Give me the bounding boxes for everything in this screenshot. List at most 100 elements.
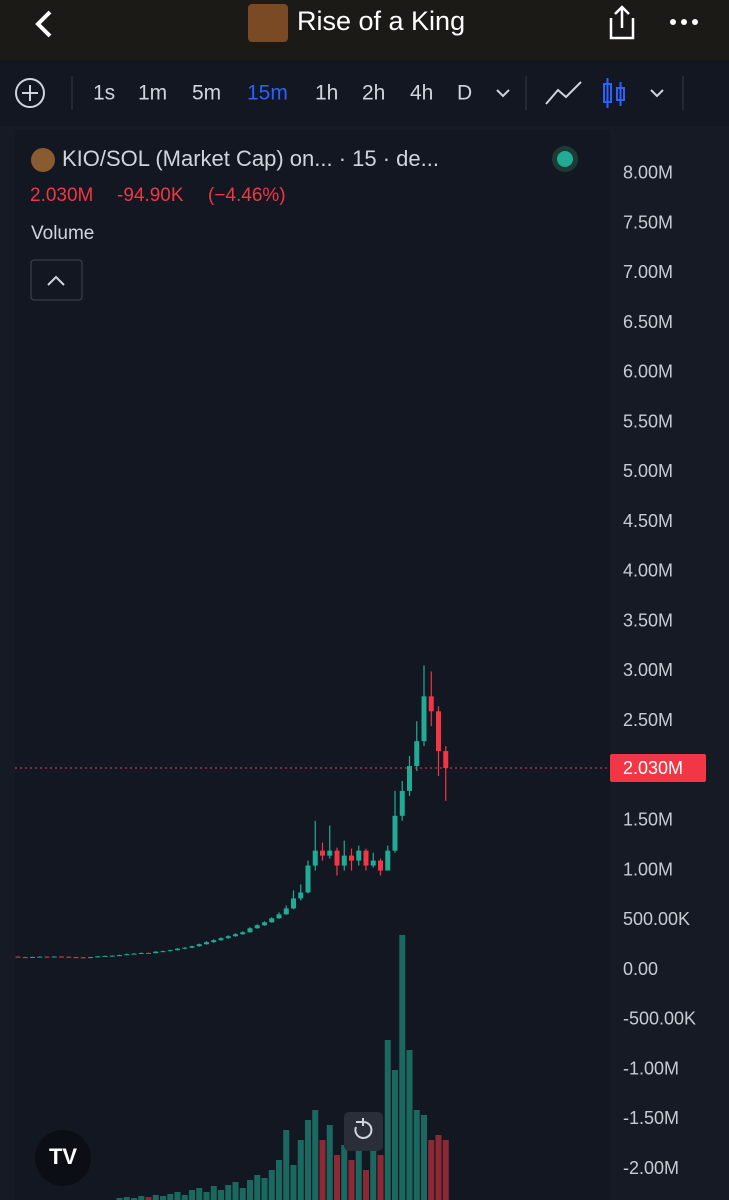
candle-body — [30, 956, 35, 958]
volume-bar — [312, 1110, 319, 1200]
candle-body — [443, 751, 449, 769]
volume-bar — [348, 1160, 355, 1200]
top-bar — [0, 0, 729, 60]
candle-body — [436, 711, 441, 752]
candle-body — [225, 936, 231, 939]
candle-body — [160, 951, 166, 953]
candle-body — [276, 914, 282, 919]
volume-bar — [152, 1195, 159, 1200]
volume-bar — [145, 1197, 152, 1200]
interval-button[interactable]: 1m — [138, 82, 167, 105]
volume-bar — [305, 1120, 311, 1200]
volume-bar — [384, 1040, 391, 1200]
volume-bar — [355, 1150, 362, 1200]
style-dropdown[interactable] — [650, 89, 664, 98]
share-button[interactable] — [609, 5, 635, 40]
candle-body — [269, 918, 275, 923]
more-button[interactable] — [670, 19, 698, 25]
candle-body — [349, 855, 354, 861]
y-tick-label: 6.00M — [623, 362, 673, 382]
candle-body — [204, 942, 209, 945]
interval-button[interactable]: 1h — [315, 82, 338, 105]
volume-bar — [131, 1198, 137, 1200]
candle-body — [211, 940, 217, 943]
y-tick-label: 8.00M — [623, 163, 673, 183]
last-value: 2.030M — [30, 185, 93, 206]
volume-bar — [218, 1190, 224, 1200]
status-dot — [557, 151, 573, 167]
candle-body — [59, 956, 64, 958]
y-tick-label: 6.50M — [623, 312, 673, 332]
volume-bar — [189, 1190, 195, 1200]
y-tick-label: -2.00M — [623, 1158, 679, 1178]
candle-body — [66, 956, 72, 958]
volume-bar — [435, 1135, 442, 1200]
interval-button[interactable]: 5m — [192, 82, 221, 105]
volume-bar — [196, 1188, 203, 1200]
interval-button[interactable]: 1s — [93, 82, 115, 105]
candle-body — [182, 947, 188, 949]
candle-body — [233, 934, 238, 937]
candle-style-button[interactable] — [603, 78, 625, 108]
candle-body — [88, 957, 93, 959]
y-tick-label: 2.50M — [623, 710, 673, 730]
svg-text:TV: TV — [49, 1144, 77, 1169]
volume-bar — [334, 1155, 340, 1200]
candle-body — [15, 956, 21, 958]
volume-bar — [421, 1115, 427, 1200]
y-tick-label: 4.00M — [623, 561, 673, 581]
volume-bar — [319, 1140, 326, 1200]
volume-bar — [377, 1155, 384, 1200]
symbol-icon — [31, 148, 55, 172]
volume-bar — [239, 1188, 246, 1200]
candle-body — [356, 850, 362, 861]
candle-body — [392, 815, 398, 851]
candle-body — [291, 898, 296, 909]
y-tick-label: 5.50M — [623, 411, 673, 431]
y-tick-label: -500.00K — [623, 1009, 696, 1029]
candle-body — [428, 696, 434, 712]
interval-button[interactable]: 15m — [247, 82, 288, 105]
candle-body — [22, 957, 28, 959]
candle-body — [138, 952, 144, 954]
interval-button[interactable]: 2h — [362, 82, 385, 105]
candle-body — [167, 950, 173, 952]
candle-body — [254, 925, 260, 929]
y-tick-label: 7.50M — [623, 212, 673, 232]
volume-bar — [392, 1070, 398, 1200]
volume-bar — [370, 1140, 377, 1200]
candle-body — [109, 955, 115, 957]
candle-body — [240, 932, 246, 935]
candle-body — [95, 956, 101, 958]
y-tick-label: -1.50M — [623, 1108, 679, 1128]
symbol-name: KIO/SOL (Market Cap) on... · 15 · de... — [62, 146, 439, 171]
volume-bar — [428, 1140, 435, 1200]
volume-bar — [297, 1140, 304, 1200]
volume-bar — [123, 1197, 130, 1200]
volume-bar — [399, 935, 406, 1200]
candle-body — [363, 850, 369, 866]
volume-bar — [116, 1198, 123, 1200]
tradingview-logo[interactable]: TV — [35, 1130, 91, 1186]
reset-button[interactable] — [344, 1112, 383, 1151]
candle-body — [80, 957, 86, 959]
back-button[interactable] — [35, 10, 52, 38]
candle-body — [407, 766, 412, 791]
candle-body — [421, 696, 427, 742]
candle-body — [283, 908, 289, 915]
line-style-button[interactable] — [545, 81, 582, 105]
volume-label: Volume — [31, 223, 94, 244]
candle-body — [414, 741, 420, 767]
volume-bar — [247, 1180, 253, 1200]
interval-button[interactable]: 4h — [410, 82, 433, 105]
interval-dropdown[interactable] — [496, 89, 510, 98]
interval-button[interactable]: D — [457, 82, 472, 105]
volume-bar — [363, 1170, 369, 1200]
add-button[interactable] — [15, 78, 45, 108]
candle-body — [131, 953, 137, 955]
collapse-button[interactable] — [30, 259, 83, 301]
volume-bar — [413, 1110, 420, 1200]
candle-body — [312, 850, 318, 866]
candle-body — [298, 892, 304, 899]
